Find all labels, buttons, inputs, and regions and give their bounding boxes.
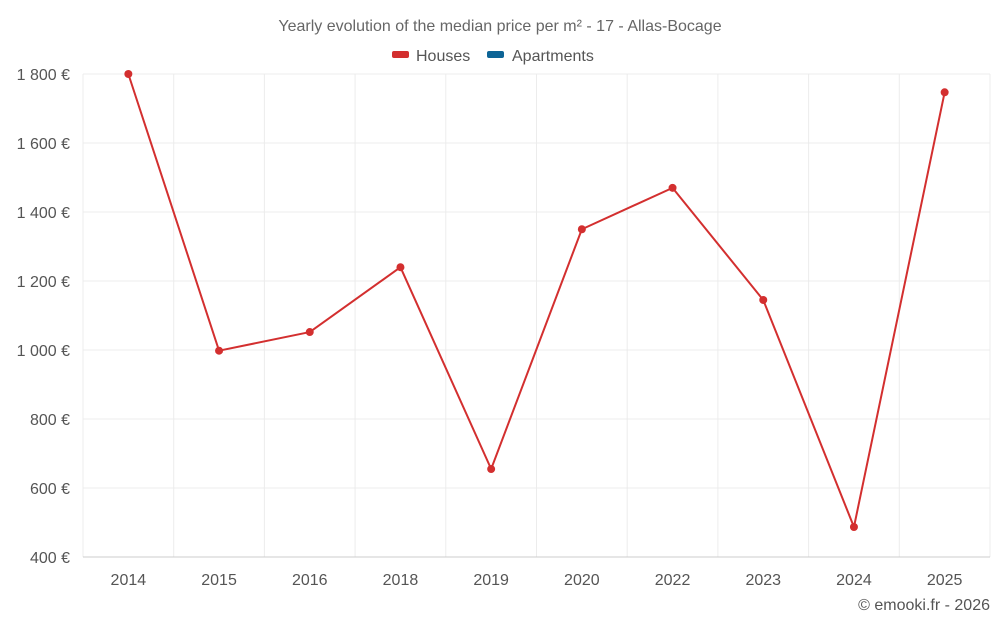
x-axis-ticks: 2014 2015 2016 2018 2019 2020 2022 2023 2024 2025 [111,572,963,589]
legend-swatch-apartments [487,51,504,58]
x-tick-label: 2023 [745,572,781,589]
credit-text: © emooki.fr - 2026 [858,597,990,614]
x-tick-label: 2014 [111,572,147,589]
data-point-houses-2014[interactable] [124,70,133,78]
legend-item-houses[interactable]: Houses [392,48,470,65]
y-tick-label: 400 € [30,550,70,567]
data-point-houses-2016[interactable] [305,328,314,337]
data-point-houses-2019[interactable] [487,465,496,474]
legend-item-apartments[interactable]: Apartments [487,48,594,65]
data-point-houses-2024[interactable] [849,522,858,531]
series-layer [124,70,949,531]
x-tick-label: 2022 [655,572,691,589]
data-point-houses-2020[interactable] [577,225,586,234]
x-tick-label: 2020 [564,572,600,589]
legend: Houses Apartments [392,48,594,65]
x-tick-label: 2025 [927,572,963,589]
y-tick-label: 600 € [30,481,70,498]
y-tick-label: 1 200 € [17,274,70,291]
data-point-houses-2018[interactable] [396,263,405,272]
x-tick-label: 2019 [473,572,509,589]
legend-label-houses: Houses [416,48,470,65]
data-point-houses-2025[interactable] [940,88,949,97]
y-tick-label: 800 € [30,412,70,429]
series-line-houses [127,73,946,528]
chart-title: Yearly evolution of the median price per… [278,18,721,35]
y-axis-ticks: 400 € 600 € 800 € 1 000 € 1 200 € 1 400 € 1 60… [17,67,70,567]
x-tick-label: 2015 [201,572,237,589]
x-tick-label: 2018 [383,572,419,589]
x-tick-label: 2016 [292,572,328,589]
y-tick-label: 1 000 € [17,343,70,360]
y-tick-label: 1 400 € [17,205,70,222]
x-gridlines [82,74,991,557]
legend-swatch-houses [392,51,409,58]
y-tick-label: 1 600 € [17,136,70,153]
y-tick-label: 1 800 € [17,67,70,84]
x-tick-label: 2024 [836,572,872,589]
legend-label-apartments: Apartments [512,48,594,65]
data-point-houses-2023[interactable] [759,295,768,304]
data-point-houses-2015[interactable] [215,346,224,355]
data-point-houses-2022[interactable] [668,183,677,192]
